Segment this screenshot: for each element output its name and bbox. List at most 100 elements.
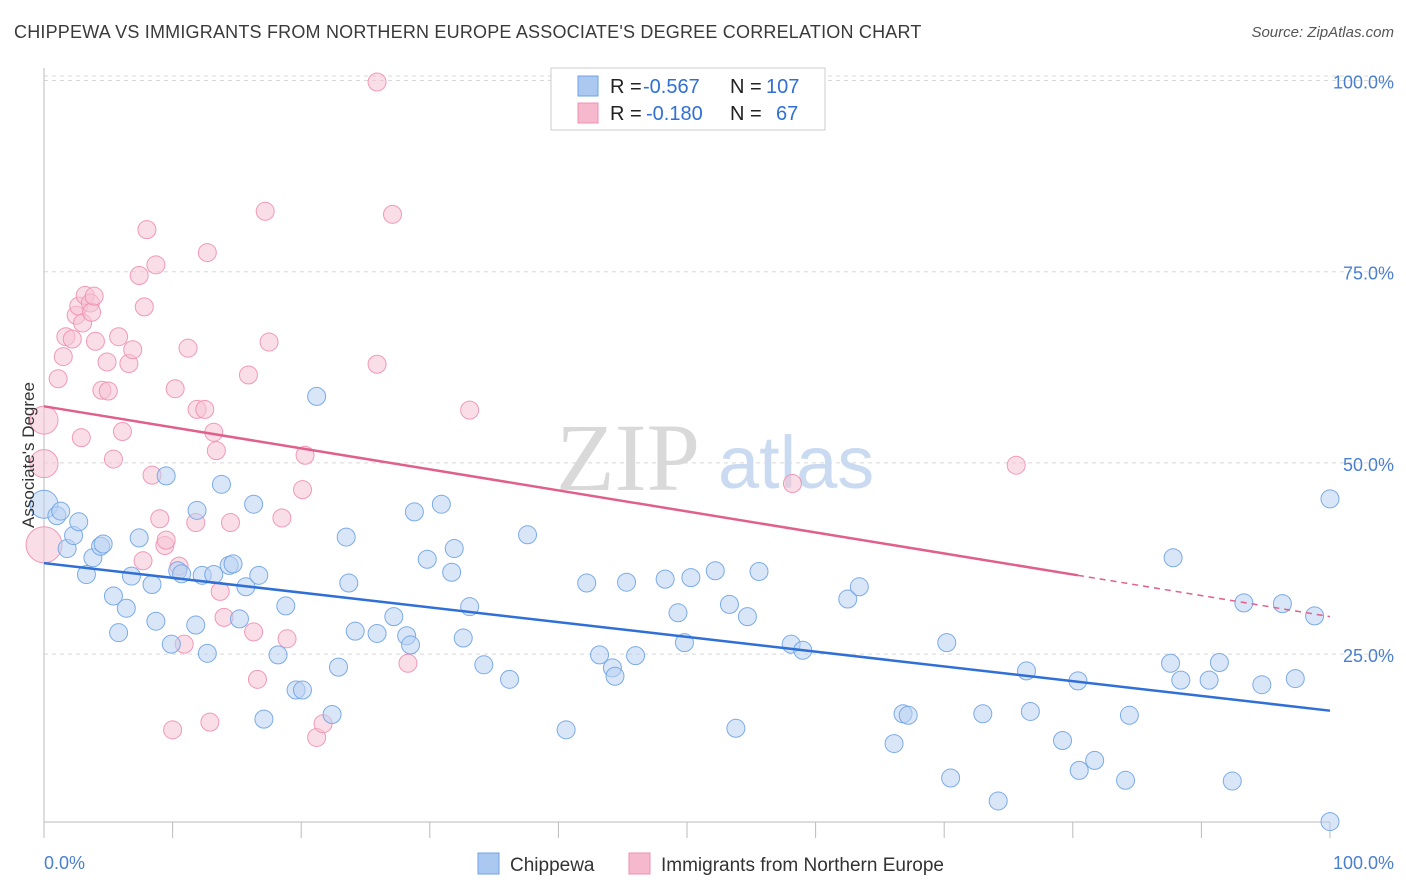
chippewa-point [93,534,113,554]
immigrants-trend-line-extension [1077,574,1331,618]
chippewa-point [973,704,993,724]
stats-legend: R = -0.567 N = 107 R = -0.180 N = 67 [550,67,826,131]
chippewa-point [1163,548,1183,568]
immigrants-point [84,286,104,306]
immigrants-point [85,331,105,351]
chippewa-point [453,628,473,648]
chippewa-point [109,623,129,643]
immigrants-point [782,474,802,494]
immigrants-point [29,449,59,479]
chippewa-point [249,565,269,585]
immigrants-point [206,441,226,461]
chippewa-point [500,669,520,689]
chippewa-point [1320,812,1340,832]
trend-lines [43,405,1331,712]
immigrants-point [97,352,117,372]
chippewa-point [1020,701,1040,721]
chippewa-point [719,594,739,614]
series-legend: Chippewa Immigrants from Northern Europe [477,852,944,876]
legend-label-immigrants: Immigrants from Northern Europe [661,855,944,876]
chippewa-point [518,525,538,545]
chippewa-point [1320,489,1340,509]
chippewa-point [187,500,207,520]
chippewa-point [51,501,71,521]
immigrants-point [156,530,176,550]
chippewa-point [292,680,312,700]
chippewa-point [442,562,462,582]
stats-n-value-immigrants: 67 [776,103,798,125]
immigrants-point [195,399,215,419]
y-tick-label-75: 75.0% [1343,264,1394,284]
chippewa-trend-line [43,561,1331,712]
immigrants-point [165,379,185,399]
chippewa-point [1119,705,1139,725]
immigrants-point [112,422,132,442]
immigrants-point [220,513,240,533]
immigrants-point [163,720,183,740]
source-credit: Source: ZipAtlas.com [1251,24,1394,41]
immigrants-point [367,354,387,374]
chippewa-point [103,586,123,606]
y-axis-label: Associate's Degree [19,382,38,528]
chippewa-point [1252,675,1272,695]
watermark-zip: ZIP [556,404,700,511]
chippewa-point [1285,669,1305,689]
chippewa-point [617,572,637,592]
chippewa-point [705,561,725,581]
chippewa-points [29,386,1340,832]
immigrants-point [123,340,143,360]
stats-r-label-chippewa: R = [610,76,642,98]
immigrants-point [238,365,258,385]
immigrants-trend-line [43,405,1079,577]
immigrants-point [292,480,312,500]
stats-r-value-chippewa: -0.567 [643,76,700,98]
chippewa-point [254,709,274,729]
chippewa-point [737,607,757,627]
chippewa-point [668,603,688,623]
chippewa-point [307,386,327,406]
chippewa-point [367,623,387,643]
chippewa-point [1053,731,1073,751]
immigrants-point [272,508,292,528]
chippewa-point [161,634,181,654]
immigrants-point [109,327,129,347]
chippewa-point [211,474,231,494]
chippewa-point [444,539,464,559]
chippewa-point [1171,670,1191,690]
chippewa-point [626,646,646,666]
chippewa-point [838,589,858,609]
chippewa-point [404,502,424,522]
y-tick-label-100: 100.0% [1333,73,1394,93]
immigrants-point [103,449,123,469]
chart-title: CHIPPEWA VS IMMIGRANTS FROM NORTHERN EUR… [14,22,922,42]
immigrants-point [146,255,166,275]
chippewa-point [69,512,89,532]
chippewa-point [726,718,746,738]
chippewa-point [336,527,356,547]
chippewa-point [417,549,437,569]
stats-n-value-chippewa: 107 [766,76,799,98]
chippewa-point [156,466,176,486]
chippewa-point [268,645,288,665]
chippewa-point [655,569,675,589]
chippewa-point [116,598,136,618]
immigrants-point [244,622,264,642]
stats-r-value-immigrants: -0.180 [646,103,703,125]
chippewa-point [884,734,904,754]
chippewa-point [988,791,1008,811]
stats-r-label-immigrants: R = [610,103,642,125]
chippewa-point [229,609,249,629]
x-tick-label-max: 100.0% [1333,853,1394,873]
immigrants-point [178,338,198,358]
chippewa-point [1222,771,1242,791]
immigrants-point [367,72,387,92]
immigrants-point [29,405,59,435]
chippewa-point [590,645,610,665]
immigrants-point [398,653,418,673]
immigrants-point [383,204,403,224]
chippewa-point [129,528,149,548]
immigrants-point [200,712,220,732]
immigrants-point [247,669,267,689]
chippewa-point [605,666,625,686]
immigrants-point [255,201,275,221]
